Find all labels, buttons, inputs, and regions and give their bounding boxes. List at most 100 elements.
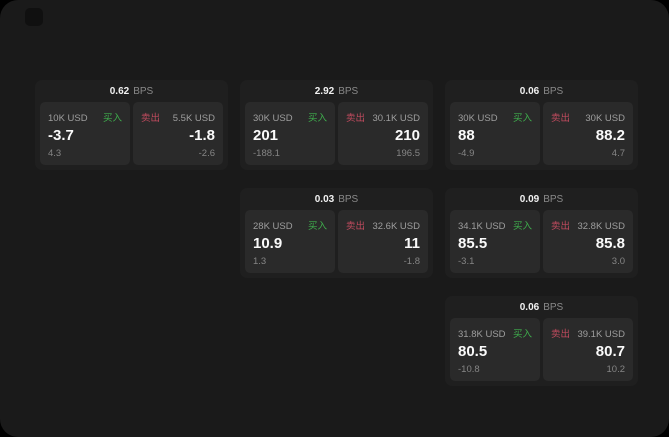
buy-delta: -4.9 xyxy=(458,148,475,159)
buy-delta: -3.1 xyxy=(458,256,475,267)
spread-header: 0.06 BPS xyxy=(450,296,633,318)
spread-value: 0.03 xyxy=(314,193,335,205)
sell-panel[interactable]: 卖出 5.5K USD -1.8 -2.6 xyxy=(133,102,223,165)
spread-value: 0.09 xyxy=(519,193,540,205)
sell-label: 卖出 xyxy=(346,221,366,232)
sell-amount: 30K USD xyxy=(585,113,625,124)
buy-delta: 4.3 xyxy=(48,148,62,159)
sell-label: 卖出 xyxy=(551,329,571,340)
sell-label: 卖出 xyxy=(551,221,571,232)
sell-price: 11 xyxy=(404,235,420,252)
quote-card: 0.03 BPS 28K USD 买入 10.9 1.3 卖出 32.6K US… xyxy=(240,188,433,278)
sell-amount: 5.5K USD xyxy=(172,113,215,124)
sell-price: 88.2 xyxy=(595,127,625,144)
spread-value: 0.62 xyxy=(109,85,130,97)
sell-panel[interactable]: 卖出 32.8K USD 85.8 3.0 xyxy=(543,210,633,273)
sell-panel[interactable]: 卖出 30K USD 88.2 4.7 xyxy=(543,102,633,165)
buy-panel-top: 30K USD 买入 xyxy=(253,110,327,124)
quote-card: 0.06 BPS 31.8K USD 买入 80.5 -10.8 卖出 39.1… xyxy=(445,296,638,386)
sell-price: 210 xyxy=(394,127,420,144)
sell-label: 卖出 xyxy=(551,113,571,124)
buy-amount: 30K USD xyxy=(458,113,498,124)
buy-panel-top: 10K USD 买入 xyxy=(48,110,122,124)
buy-label: 买入 xyxy=(307,221,327,232)
buy-panel[interactable]: 28K USD 买入 10.9 1.3 xyxy=(245,210,335,273)
buy-price: 88 xyxy=(458,127,475,144)
buy-price: 85.5 xyxy=(458,235,488,252)
buy-panel-top: 28K USD 买入 xyxy=(253,218,327,232)
spread-value: 2.92 xyxy=(314,85,335,97)
sell-delta: 4.7 xyxy=(611,148,625,159)
quote-panels: 30K USD 买入 88 -4.9 卖出 30K USD 88.2 4.7 xyxy=(450,102,633,165)
spread-header: 0.62 BPS xyxy=(40,80,223,102)
buy-delta: -10.8 xyxy=(458,364,480,375)
sell-panel-top: 卖出 32.8K USD xyxy=(551,218,625,232)
spread-unit-label: BPS xyxy=(338,85,359,97)
quote-cards-grid: 0.62 BPS 10K USD 买入 -3.7 4.3 卖出 5.5K USD xyxy=(35,80,638,386)
sell-panel-top: 卖出 39.1K USD xyxy=(551,326,625,340)
buy-panel[interactable]: 30K USD 买入 88 -4.9 xyxy=(450,102,540,165)
sell-panel[interactable]: 卖出 30.1K USD 210 196.5 xyxy=(338,102,428,165)
buy-panel[interactable]: 30K USD 买入 201 -188.1 xyxy=(245,102,335,165)
quote-panels: 30K USD 买入 201 -188.1 卖出 30.1K USD 210 1… xyxy=(245,102,428,165)
spread-header: 0.09 BPS xyxy=(450,188,633,210)
buy-delta: 1.3 xyxy=(253,256,267,267)
sell-panel-top: 卖出 30.1K USD xyxy=(346,110,420,124)
spread-header: 0.03 BPS xyxy=(245,188,428,210)
buy-amount: 30K USD xyxy=(253,113,293,124)
buy-amount: 28K USD xyxy=(253,221,293,232)
sell-price: 85.8 xyxy=(595,235,625,252)
sell-amount: 39.1K USD xyxy=(577,329,625,340)
sell-label: 卖出 xyxy=(141,113,161,124)
buy-amount: 10K USD xyxy=(48,113,88,124)
buy-label: 买入 xyxy=(512,329,532,340)
quote-panels: 28K USD 买入 10.9 1.3 卖出 32.6K USD 11 -1.8 xyxy=(245,210,428,273)
buy-panel[interactable]: 10K USD 买入 -3.7 4.3 xyxy=(40,102,130,165)
sell-amount: 32.6K USD xyxy=(372,221,420,232)
spread-header: 0.06 BPS xyxy=(450,80,633,102)
quote-panels: 34.1K USD 买入 85.5 -3.1 卖出 32.8K USD 85.8… xyxy=(450,210,633,273)
buy-panel[interactable]: 31.8K USD 买入 80.5 -10.8 xyxy=(450,318,540,381)
spread-value: 0.06 xyxy=(519,85,540,97)
buy-price: 201 xyxy=(253,127,279,144)
sell-price: -1.8 xyxy=(189,127,215,144)
spread-unit-label: BPS xyxy=(133,85,154,97)
buy-amount: 31.8K USD xyxy=(458,329,506,340)
sell-amount: 32.8K USD xyxy=(577,221,625,232)
spread-header: 2.92 BPS xyxy=(245,80,428,102)
buy-price: 80.5 xyxy=(458,343,488,360)
buy-label: 买入 xyxy=(307,113,327,124)
spread-unit-label: BPS xyxy=(543,85,564,97)
buy-price: -3.7 xyxy=(48,127,74,144)
sell-panel-top: 卖出 32.6K USD xyxy=(346,218,420,232)
spread-value: 0.06 xyxy=(519,301,540,313)
sell-delta: 3.0 xyxy=(611,256,625,267)
buy-label: 买入 xyxy=(102,113,122,124)
buy-price: 10.9 xyxy=(253,235,283,252)
sell-delta: -1.8 xyxy=(403,256,420,267)
quote-card: 2.92 BPS 30K USD 买入 201 -188.1 卖出 30.1K … xyxy=(240,80,433,170)
spread-unit-label: BPS xyxy=(543,301,564,313)
sell-panel[interactable]: 卖出 32.6K USD 11 -1.8 xyxy=(338,210,428,273)
quote-card: 0.62 BPS 10K USD 买入 -3.7 4.3 卖出 5.5K USD xyxy=(35,80,228,170)
sell-panel[interactable]: 卖出 39.1K USD 80.7 10.2 xyxy=(543,318,633,381)
buy-amount: 34.1K USD xyxy=(458,221,506,232)
sell-delta: -2.6 xyxy=(198,148,215,159)
buy-panel-top: 30K USD 买入 xyxy=(458,110,532,124)
spread-unit-label: BPS xyxy=(338,193,359,205)
buy-label: 买入 xyxy=(512,221,532,232)
quote-panels: 31.8K USD 买入 80.5 -10.8 卖出 39.1K USD 80.… xyxy=(450,318,633,381)
buy-label: 买入 xyxy=(512,113,532,124)
sell-label: 卖出 xyxy=(346,113,366,124)
sell-panel-top: 卖出 5.5K USD xyxy=(141,110,215,124)
quote-card: 0.09 BPS 34.1K USD 买入 85.5 -3.1 卖出 32.8K… xyxy=(445,188,638,278)
app-logo-icon xyxy=(25,8,43,26)
sell-price: 80.7 xyxy=(595,343,625,360)
quote-card: 0.06 BPS 30K USD 买入 88 -4.9 卖出 30K USD xyxy=(445,80,638,170)
sell-delta: 196.5 xyxy=(396,148,420,159)
buy-panel-top: 31.8K USD 买入 xyxy=(458,326,532,340)
sell-panel-top: 卖出 30K USD xyxy=(551,110,625,124)
buy-panel-top: 34.1K USD 买入 xyxy=(458,218,532,232)
buy-panel[interactable]: 34.1K USD 买入 85.5 -3.1 xyxy=(450,210,540,273)
